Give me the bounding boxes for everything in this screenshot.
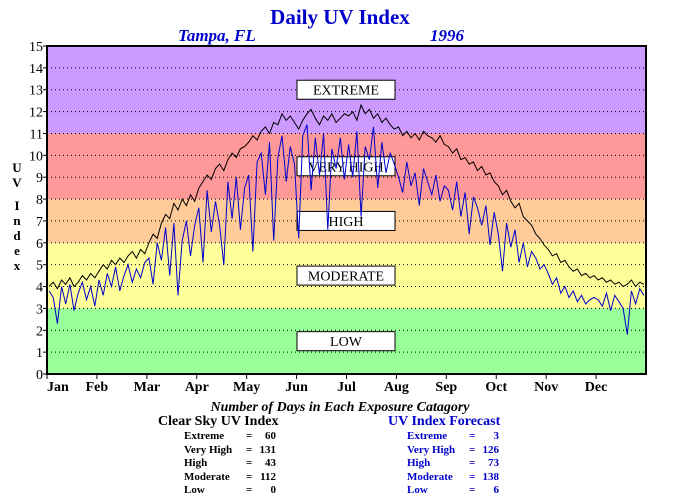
count-row: Very High = 126 xyxy=(407,443,500,456)
count-value: 112 xyxy=(260,470,276,483)
x-tick-label: Nov xyxy=(534,380,558,395)
x-tick-label: Oct xyxy=(485,380,507,395)
y-axis-label-char: e xyxy=(14,243,20,258)
band-label: HIGH xyxy=(329,215,364,230)
band-label-box xyxy=(296,265,396,286)
year-label: 1996 xyxy=(430,26,464,45)
y-axis-label-char: x xyxy=(13,258,21,273)
band-label-box xyxy=(296,331,396,352)
count-value: 43 xyxy=(265,457,276,469)
band-label: EXTREME xyxy=(313,84,379,99)
y-tick-label: 10 xyxy=(29,149,43,164)
y-tick-label: 12 xyxy=(29,106,43,121)
count-row: High = 73 xyxy=(407,457,499,469)
y-tick-label: 4 xyxy=(36,281,43,296)
x-tick-label: Apr xyxy=(185,380,209,395)
series-line-forecast xyxy=(48,124,645,335)
x-tick-label: Aug xyxy=(384,380,409,395)
count-row: Low = 6 xyxy=(407,484,500,496)
y-tick-label: 11 xyxy=(30,127,43,142)
count-row: Extreme = 3 xyxy=(407,430,500,442)
y-tick-label: 15 xyxy=(29,40,43,55)
count-row: High = 43 xyxy=(184,457,276,469)
y-axis-label-char xyxy=(10,190,24,198)
counts-title: Number of Days in Each Exposure Catagory xyxy=(210,400,470,415)
x-tick-label: Sep xyxy=(435,380,457,395)
count-label: Moderate xyxy=(407,470,453,483)
count-value: 138 xyxy=(482,470,500,483)
x-tick-label: Jun xyxy=(285,380,308,395)
band-label: LOW xyxy=(330,335,363,350)
count-value: 126 xyxy=(482,443,500,456)
count-label: Low xyxy=(184,484,205,496)
y-tick-label: 8 xyxy=(36,193,43,208)
x-tick-label: Jul xyxy=(337,380,356,395)
count-value: 73 xyxy=(488,457,499,469)
y-tick-label: 13 xyxy=(29,84,43,99)
band-label-box xyxy=(296,210,396,231)
location-label: Tampa, FL xyxy=(178,26,256,45)
y-axis-label-char: V xyxy=(12,175,22,190)
y-axis-label-char: n xyxy=(13,213,21,228)
y-tick-label: 1 xyxy=(36,346,43,361)
y-tick-label: 9 xyxy=(36,171,43,186)
count-label: Very High xyxy=(184,443,233,456)
forecast-heading: UV Index Forecast xyxy=(388,414,501,429)
count-value: 6 xyxy=(493,484,500,496)
y-tick-label: 0 xyxy=(36,368,43,383)
y-axis-label-char: I xyxy=(14,198,20,213)
count-label: High xyxy=(407,457,431,469)
band-label: MODERATE xyxy=(308,270,384,285)
x-tick-label: Feb xyxy=(86,380,109,395)
y-tick-label: 14 xyxy=(29,62,43,77)
count-label: Extreme xyxy=(184,430,225,442)
clear-sky-counts: Clear Sky UV Index Extreme = 60 Very High =… xyxy=(158,414,278,498)
count-label: Low xyxy=(407,484,428,496)
count-label: High xyxy=(184,457,208,469)
count-value: 0 xyxy=(270,484,277,496)
count-value: 3 xyxy=(493,430,500,442)
count-label: Very High xyxy=(407,443,456,456)
clear-sky-heading: Clear Sky UV Index xyxy=(158,414,279,429)
x-tick-label: Jan xyxy=(47,380,69,395)
count-row: Moderate = 138 xyxy=(407,470,500,483)
y-tick-label: 6 xyxy=(36,237,43,252)
x-tick-label: Mar xyxy=(134,380,160,395)
y-tick-label: 5 xyxy=(36,259,43,274)
y-tick-label: 3 xyxy=(36,302,43,317)
count-row: Very High = 131 xyxy=(184,443,277,456)
forecast-counts: UV Index Forecast Extreme = 3 Very High = 12… xyxy=(388,414,500,498)
y-axis-label-char: d xyxy=(13,228,21,243)
count-value: 131 xyxy=(259,443,277,456)
count-row: Moderate = 112 xyxy=(184,470,276,483)
y-axis-label-char: U xyxy=(12,160,22,175)
count-label: Moderate xyxy=(184,470,230,483)
count-label: Extreme xyxy=(407,430,448,442)
x-tick-label: Dec xyxy=(585,380,608,395)
count-value: 60 xyxy=(265,430,276,442)
chart-title: Daily UV Index xyxy=(270,5,410,29)
y-tick-label: 7 xyxy=(36,215,43,230)
series-line-clear-sky xyxy=(48,103,645,290)
x-tick-label: May xyxy=(233,380,260,395)
count-row: Low = 0 xyxy=(184,484,277,496)
y-tick-label: 2 xyxy=(36,324,43,339)
band-label-box xyxy=(296,79,396,100)
count-row: Extreme = 60 xyxy=(184,430,276,442)
